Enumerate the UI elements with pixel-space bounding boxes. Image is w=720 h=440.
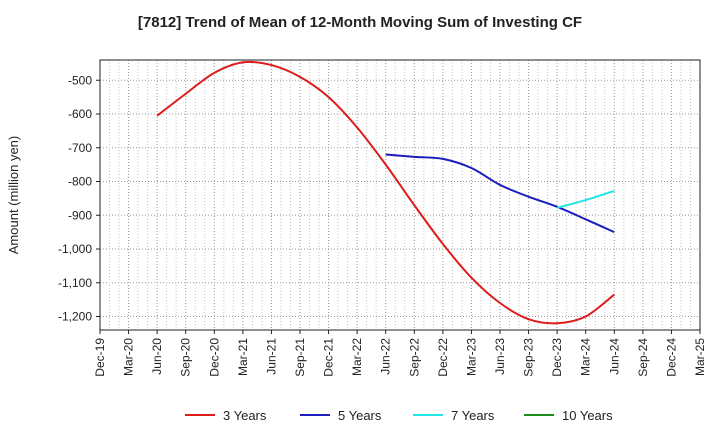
x-tick-label: Mar-24: [579, 338, 593, 376]
x-tick-label: Mar-20: [122, 338, 136, 376]
y-tick-label: -900: [68, 208, 92, 222]
x-tick-label: Jun-22: [379, 338, 393, 375]
plot-frame: [99, 59, 701, 331]
series-layer: [156, 60, 615, 325]
x-tick-label: Dec-23: [550, 338, 564, 377]
legend: 3 Years 5 Years 7 Years 10 Years: [185, 408, 613, 423]
x-tick-label: Mar-23: [464, 338, 478, 376]
y-tick-label: -1,100: [58, 276, 92, 290]
series-line-3-years: [156, 60, 615, 325]
x-tick-label: Jun-20: [150, 338, 164, 375]
x-tick-label: Jun-21: [264, 338, 278, 375]
legend-label-10-years: 10 Years: [562, 408, 613, 423]
y-tick-label: -1,200: [58, 310, 92, 324]
grid: [100, 60, 700, 330]
series-line-7-years: [556, 189, 615, 209]
legend-label-3-years: 3 Years: [223, 408, 267, 423]
x-tick-label: Sep-24: [636, 338, 650, 377]
x-tick-label: Mar-22: [350, 338, 364, 376]
plot-area: [100, 60, 700, 330]
x-tick-label: Jun-23: [493, 338, 507, 375]
y-tick-label: -700: [68, 141, 92, 155]
legend-label-5-years: 5 Years: [338, 408, 382, 423]
legend-label-7-years: 7 Years: [451, 408, 495, 423]
x-tick-label: Dec-22: [436, 338, 450, 377]
x-tick-label: Dec-20: [207, 338, 221, 377]
x-tick-label: Dec-19: [93, 338, 107, 377]
x-tick-label: Mar-21: [236, 338, 250, 376]
x-tick-label: Jun-24: [607, 338, 621, 375]
y-tick-label: -800: [68, 175, 92, 189]
x-tick-label: Dec-24: [664, 338, 678, 377]
x-axis-ticks: Dec-19 Mar-20 Jun-20 Sep-20 Dec-20 Mar-21 Jun-…: [93, 330, 707, 377]
y-tick-label: -600: [68, 107, 92, 121]
x-tick-label: Sep-20: [179, 338, 193, 377]
x-tick-label: Sep-23: [522, 338, 536, 377]
x-tick-label: Dec-21: [322, 338, 336, 377]
series-line-5-years: [385, 153, 615, 234]
y-axis-title: Amount (million yen): [6, 136, 21, 255]
x-tick-label: Sep-22: [407, 338, 421, 377]
chart-title: [7812] Trend of Mean of 12-Month Moving …: [137, 14, 583, 31]
x-tick-label: Mar-25: [693, 338, 707, 376]
y-tick-label: -1,000: [58, 242, 92, 256]
y-tick-label: -500: [68, 73, 92, 87]
x-tick-label: Sep-21: [293, 338, 307, 377]
y-axis-ticks: -500 -600 -700 -800 -900 -1,000 -1,100 -1,200: [58, 73, 100, 324]
